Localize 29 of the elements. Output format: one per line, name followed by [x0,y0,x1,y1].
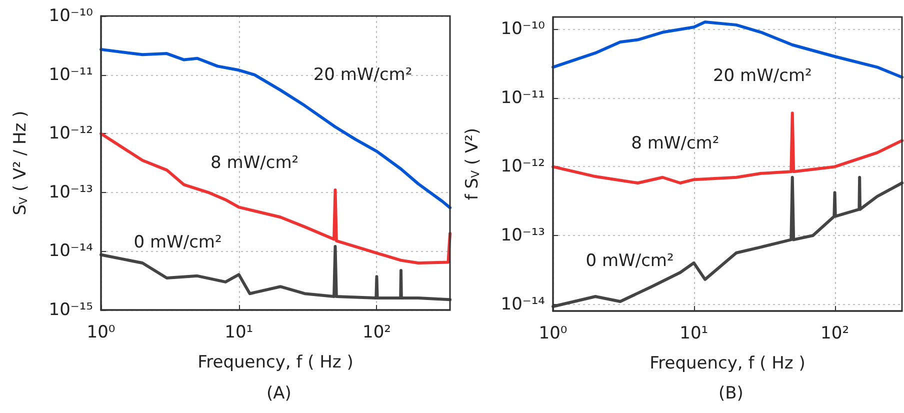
x-axis-title: Frequency, f ( Hz ) [650,354,806,374]
annotation: 20 mW/cm² [313,64,412,85]
y-tick-label: 10⁻¹² [500,156,545,177]
y-tick-label: 10⁻¹⁵ [48,300,93,320]
x-axis-title: Frequency, f ( Hz ) [198,352,354,372]
annotation: 0 mW/cm² [586,251,674,272]
x-tick-label: 10² [362,322,391,342]
y-tick-label: 10⁻¹⁰ [500,19,546,40]
y-tick-label: 10⁻¹³ [500,226,545,246]
x-tick-label: 10⁰ [538,324,568,344]
y-tick-label: 10⁻¹² [48,124,93,144]
annotation: 20 mW/cm² [712,66,812,86]
annotation: 0 mW/cm² [134,232,222,252]
y-tick-label: 10⁻¹³ [48,182,93,202]
y-axis-title: f SV ( V²) [462,128,482,200]
x-tick-label: 10¹ [224,322,254,342]
text: (B) [718,384,744,404]
x-tick-label: 10¹ [680,324,708,344]
y-tick-label: 10⁻¹⁰ [48,6,94,26]
annotation: 8 mW/cm² [210,153,299,173]
annotation: 8 mW/cm² [631,133,720,154]
y-tick-label: 10⁻¹¹ [500,88,545,108]
text: (A) [266,384,292,404]
x-tick-label: 10⁰ [86,322,116,342]
y-tick-label: 10⁻¹¹ [48,64,93,85]
x-tick-label: 10² [820,324,850,344]
y-axis-title: SV ( V² / Hz ) [10,110,30,216]
y-tick-label: 10⁻¹⁴ [500,294,546,314]
y-tick-label: 10⁻¹⁴ [48,241,94,262]
